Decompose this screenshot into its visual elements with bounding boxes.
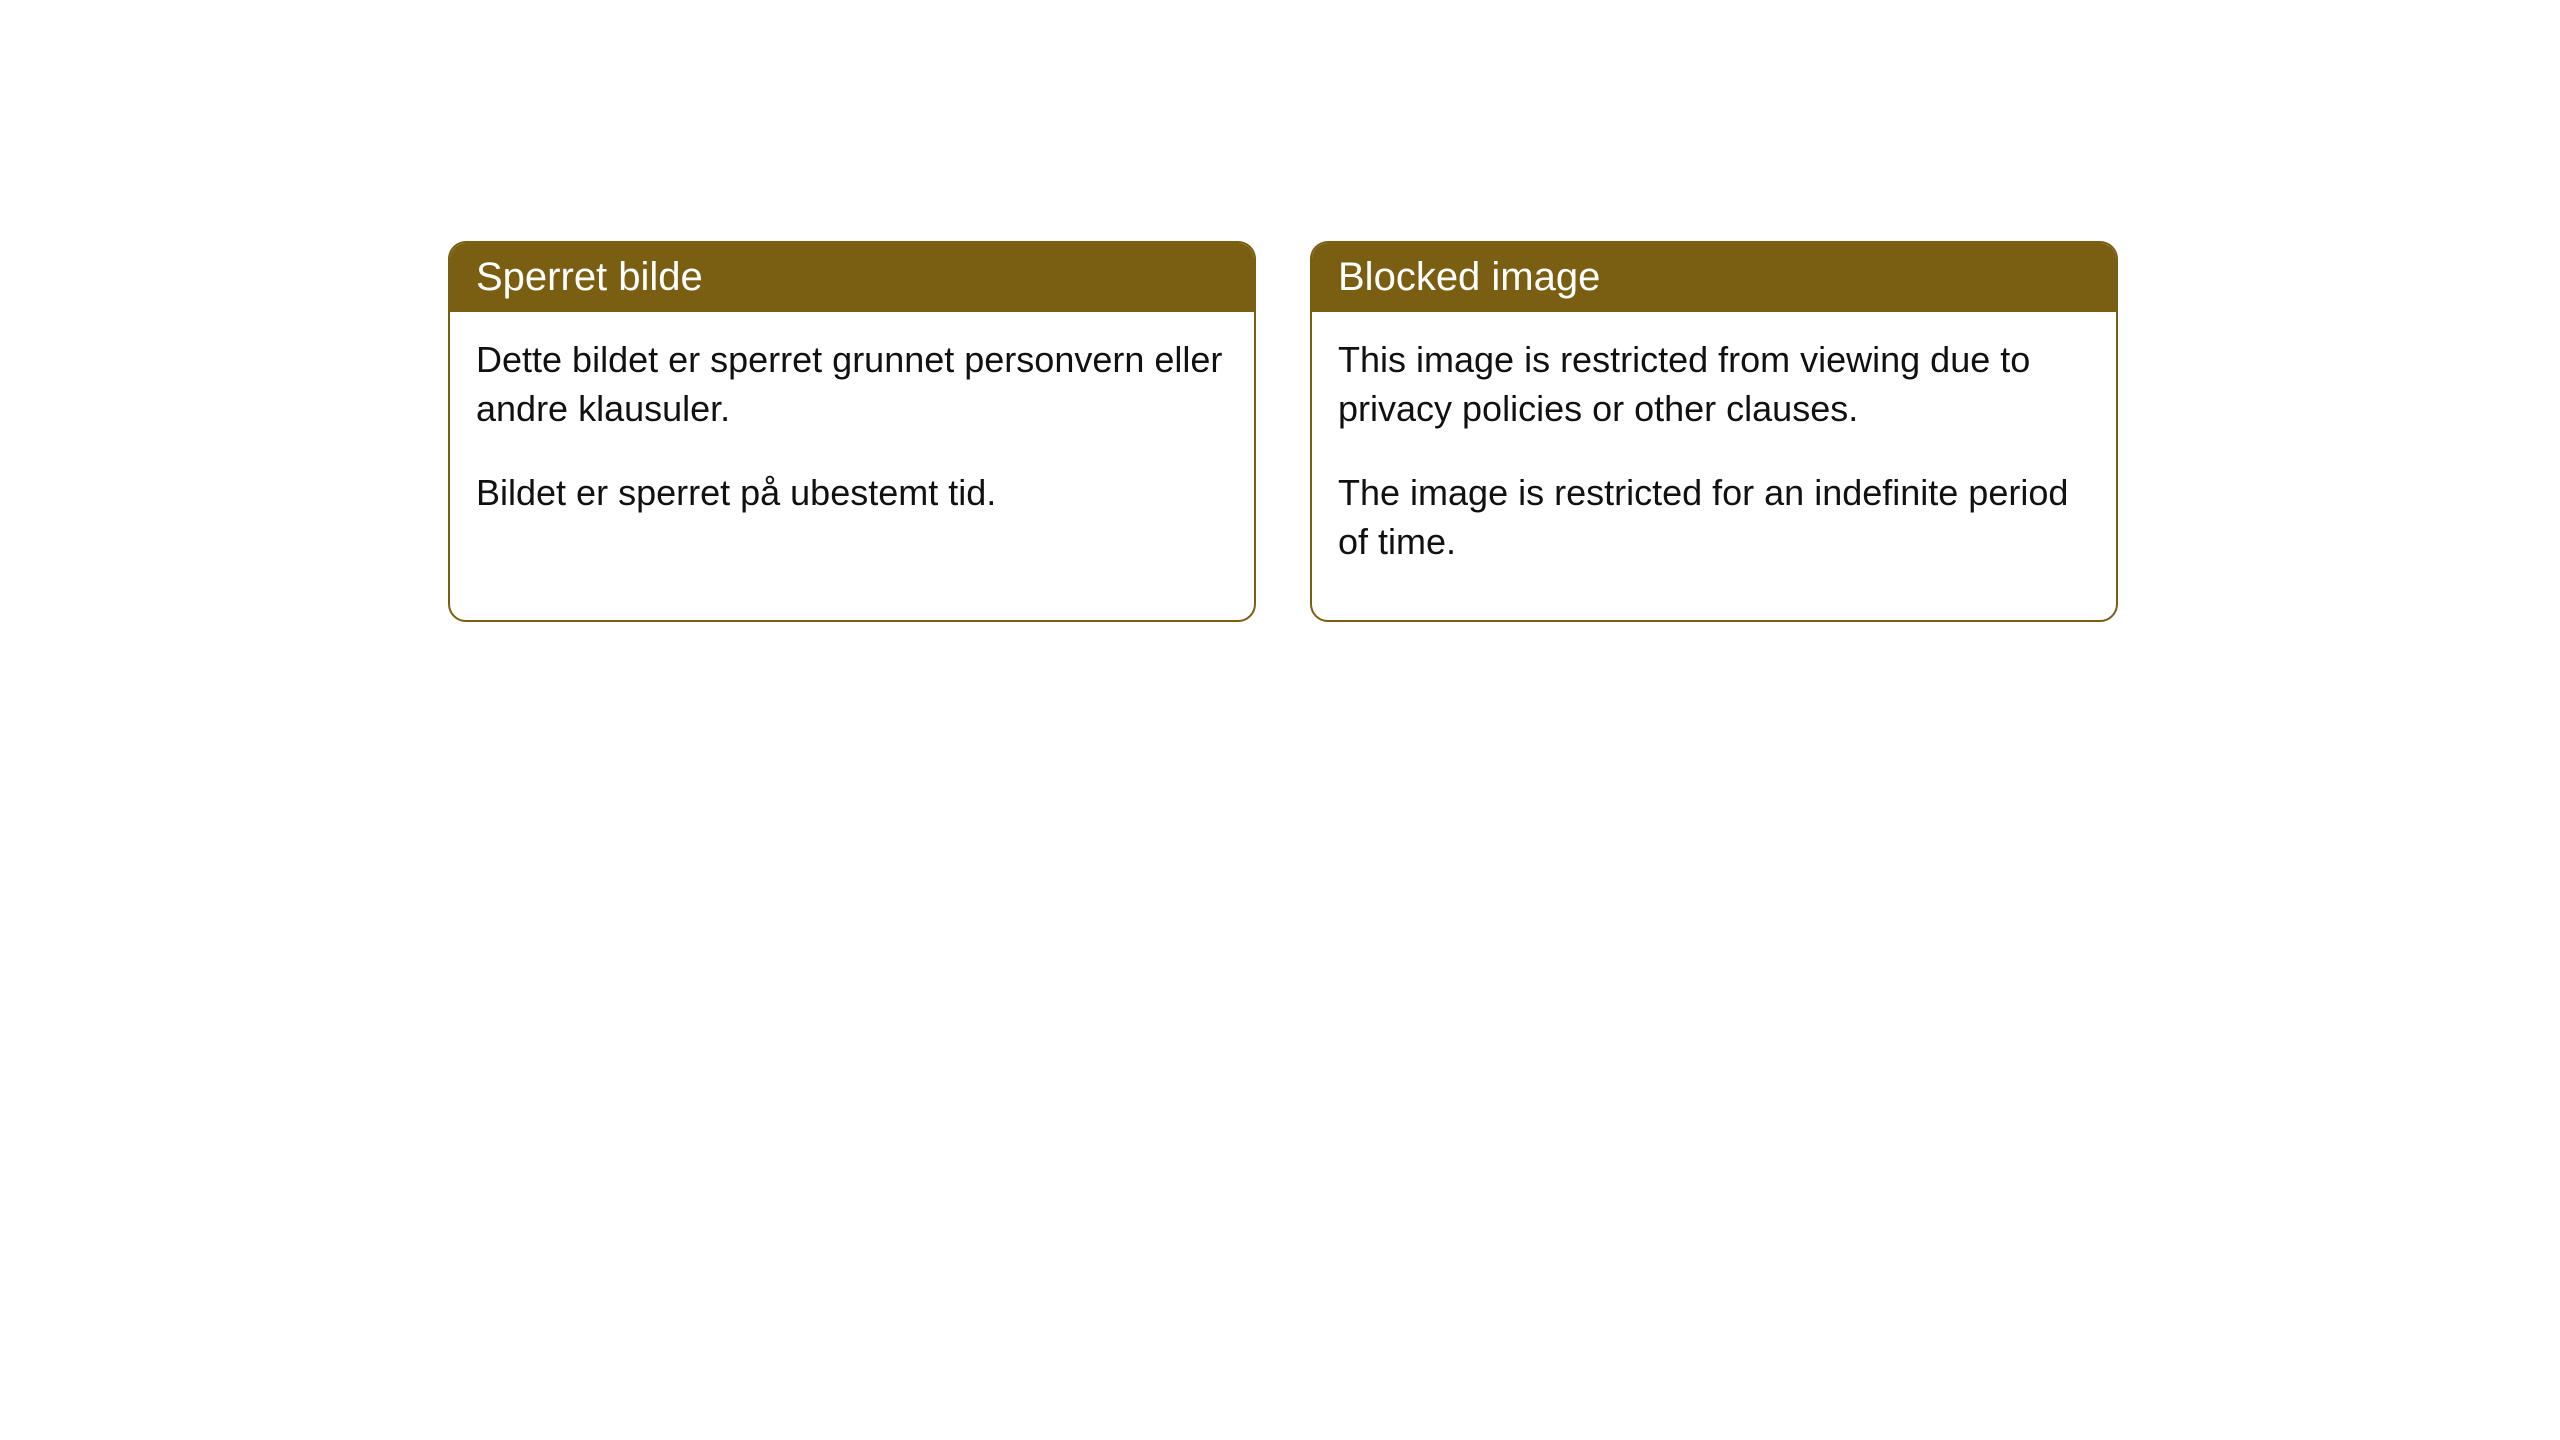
notice-cards-container: Sperret bilde Dette bildet er sperret gr… <box>448 241 2118 622</box>
notice-card-english: Blocked image This image is restricted f… <box>1310 241 2118 622</box>
card-header: Blocked image <box>1312 243 2116 312</box>
card-paragraph: The image is restricted for an indefinit… <box>1338 469 2090 566</box>
notice-card-norwegian: Sperret bilde Dette bildet er sperret gr… <box>448 241 1256 622</box>
card-header-text: Blocked image <box>1338 255 1600 299</box>
card-paragraph: This image is restricted from viewing du… <box>1338 336 2090 433</box>
card-body: Dette bildet er sperret grunnet personve… <box>450 312 1254 572</box>
card-paragraph: Dette bildet er sperret grunnet personve… <box>476 336 1228 433</box>
card-paragraph: Bildet er sperret på ubestemt tid. <box>476 469 1228 518</box>
card-header-text: Sperret bilde <box>476 255 703 299</box>
card-header: Sperret bilde <box>450 243 1254 312</box>
card-body: This image is restricted from viewing du… <box>1312 312 2116 620</box>
